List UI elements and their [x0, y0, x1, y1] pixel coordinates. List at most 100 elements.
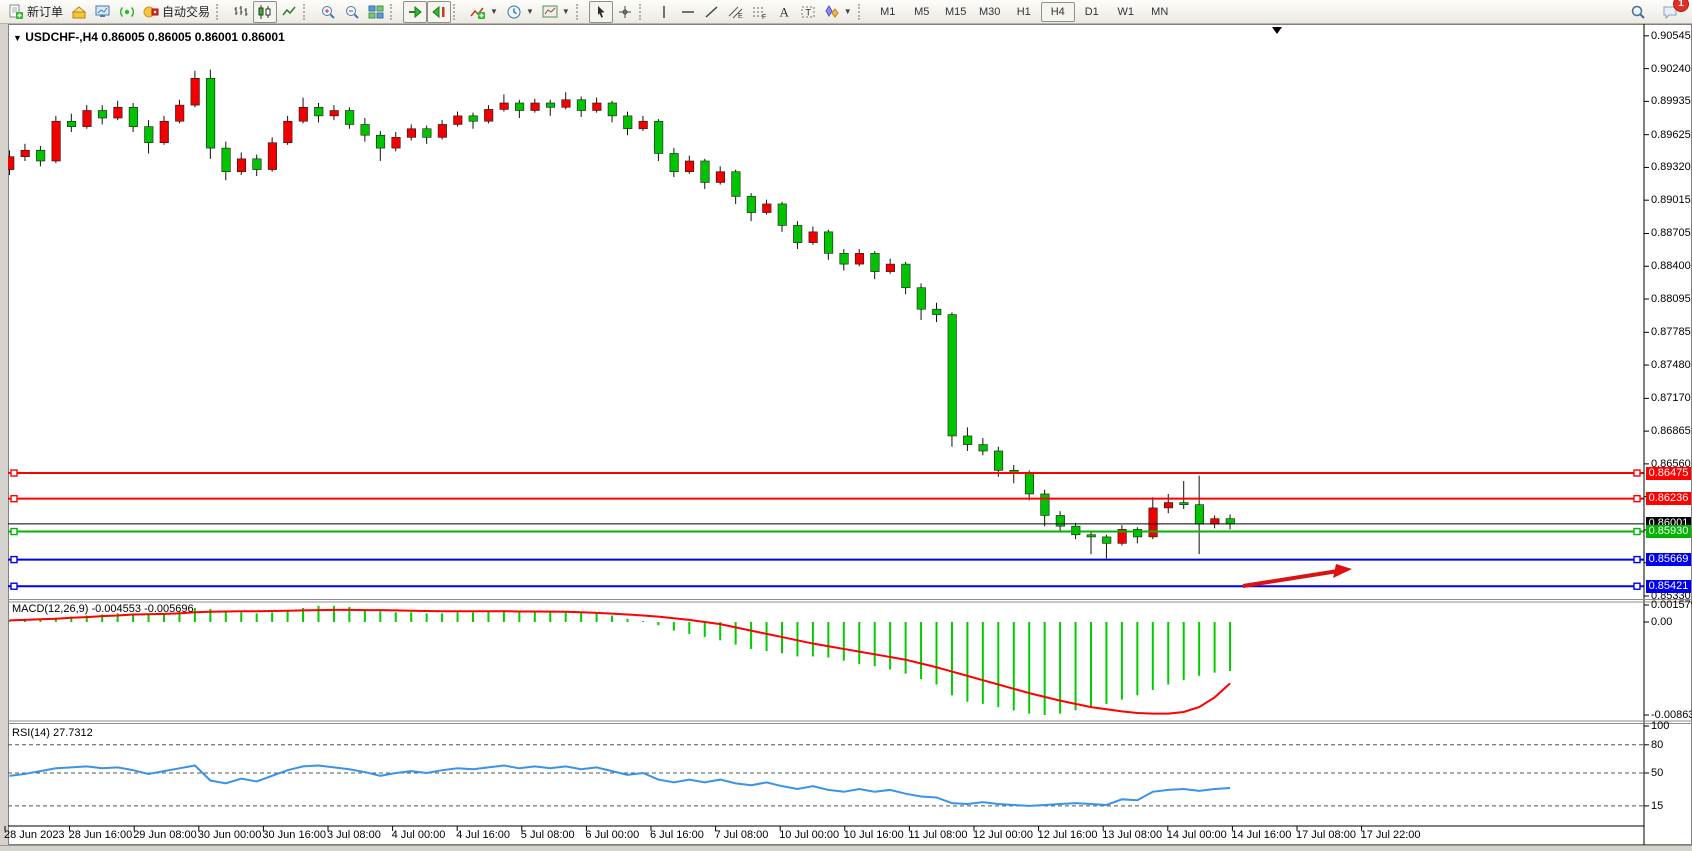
zoom-out-button[interactable] — [340, 1, 364, 23]
candle-body — [793, 225, 803, 243]
auto-scroll-button[interactable] — [403, 0, 428, 23]
line-chart-button[interactable] — [277, 1, 301, 23]
candle-body — [515, 102, 525, 111]
line-handle[interactable] — [1633, 555, 1641, 564]
autotrading-button[interactable]: 自动交易 — [139, 1, 214, 23]
time-axis-label: 13 Jul 08:00 — [1102, 829, 1163, 841]
line-handle[interactable] — [10, 555, 18, 564]
fibonacci-button[interactable]: F — [748, 1, 772, 23]
candlestick-chart-button[interactable] — [253, 0, 278, 23]
dropdown-caret-icon[interactable]: ▼ — [843, 7, 852, 16]
time-axis-label: 30 Jun 00:00 — [197, 829, 262, 841]
candle-body — [623, 115, 633, 130]
time-axis-label: 11 Jul 08:00 — [908, 829, 968, 841]
timeframe-m15-button[interactable]: M15 — [945, 5, 967, 18]
text-label-button[interactable]: T — [796, 1, 820, 23]
price-axis-tick-label: 0.90240 — [1651, 62, 1691, 75]
dropdown-caret-icon[interactable]: ▼ — [525, 7, 534, 16]
dropdown-caret-icon[interactable]: ▼ — [561, 7, 570, 16]
line-handle[interactable] — [10, 469, 18, 477]
line-handle[interactable] — [1633, 582, 1641, 590]
time-axis-label: 28 Jun 16:00 — [68, 829, 133, 841]
price-axis-tick-label: 0.87480 — [1651, 359, 1691, 372]
text-button[interactable]: A — [772, 1, 796, 23]
chart-title-dropdown-icon[interactable]: ▼ — [13, 33, 22, 43]
indicators-button[interactable]: ▼ — [466, 1, 502, 23]
time-axis-label: 6 Jul 00:00 — [585, 829, 640, 841]
candle-body — [1055, 515, 1065, 527]
line-handle[interactable] — [1633, 494, 1641, 503]
candles-icon — [257, 4, 273, 20]
time-axis-label: 29 Jun 08:00 — [133, 829, 197, 841]
line-handle[interactable] — [1633, 469, 1641, 477]
line-handle[interactable] — [10, 582, 18, 590]
bars-icon — [233, 4, 249, 20]
timeframe-h1-button[interactable]: H1 — [1016, 5, 1031, 18]
timeframe-w1-button[interactable]: W1 — [1117, 5, 1134, 18]
zoom-in-button[interactable] — [316, 1, 340, 23]
candle-body — [468, 115, 478, 122]
shapes-button[interactable]: ▼ — [820, 1, 856, 23]
timeframe-d1-button[interactable]: D1 — [1084, 5, 1099, 18]
line-handle[interactable] — [10, 494, 18, 503]
candle-body — [808, 231, 818, 243]
line-price-badge: 0.85669 — [1646, 553, 1691, 567]
cursor-button[interactable] — [588, 0, 613, 23]
candle-body — [1133, 529, 1143, 538]
templates-button[interactable]: ▼ — [538, 1, 574, 23]
svg-text:E: E — [738, 13, 743, 20]
candle-body — [159, 120, 169, 144]
timeframe-h4-button[interactable]: H4 — [1040, 1, 1075, 22]
chart-window — [8, 24, 1692, 845]
candle-body — [715, 171, 726, 183]
new-order-button[interactable]: 新订单 — [4, 1, 67, 23]
candle-body — [190, 77, 200, 106]
equidistant-channel-button[interactable]: E — [724, 1, 748, 23]
crosshair-button[interactable] — [613, 1, 637, 23]
notifications-button[interactable]: 1 — [1658, 0, 1689, 23]
tile-windows-button[interactable] — [364, 1, 388, 23]
package-button[interactable] — [67, 1, 91, 23]
market-watch-button[interactable] — [91, 1, 115, 23]
trendline-button[interactable] — [700, 1, 724, 23]
search-button[interactable] — [1626, 1, 1650, 23]
candle-body — [82, 110, 92, 127]
candle-body — [1117, 529, 1127, 544]
line-handle[interactable] — [10, 527, 18, 536]
chart-shift-button[interactable] — [427, 0, 452, 23]
candle-body — [1102, 536, 1112, 544]
price-axis-tick-label: 0.90545 — [1651, 29, 1691, 42]
bar-chart-button[interactable] — [229, 1, 253, 23]
window-bottom-border — [0, 845, 1692, 851]
candle-body — [746, 196, 756, 213]
price-axis-tick-label: 0.89320 — [1651, 161, 1691, 174]
signals-button[interactable] — [115, 1, 139, 23]
candle-body — [20, 149, 30, 157]
time-axis-label: 4 Jul 00:00 — [391, 829, 446, 841]
vertical-line-button[interactable] — [652, 1, 676, 23]
timeframe-m1-button[interactable]: M1 — [880, 5, 896, 18]
candle-body — [1071, 525, 1081, 536]
chart-shift-marker-icon[interactable] — [1272, 27, 1282, 34]
chart-title-text: USDCHF-,H4 0.86005 0.86005 0.86001 0.860… — [25, 30, 285, 44]
candle-body — [530, 102, 540, 111]
toolbar-group-separator — [857, 3, 867, 20]
timeframe-m30-button[interactable]: M30 — [979, 5, 1001, 18]
time-axis-label: 17 Jul 22:00 — [1360, 829, 1421, 841]
dropdown-caret-icon[interactable]: ▼ — [490, 7, 498, 16]
time-axis-label: 4 Jul 16:00 — [456, 829, 511, 841]
candle-body — [1024, 472, 1034, 495]
trend-arrow-head[interactable] — [1333, 564, 1352, 578]
candle-body — [314, 106, 324, 117]
line-handle[interactable] — [1633, 527, 1641, 536]
horizontal-line-button[interactable] — [676, 1, 700, 23]
timeframe-m5-button[interactable]: M5 — [914, 5, 930, 18]
signal-icon — [119, 4, 135, 20]
trend-arrow-annotation[interactable] — [1242, 569, 1339, 588]
timeframe-mn-button[interactable]: MN — [1151, 5, 1169, 18]
rsi-axis-tick-label: 100 — [1651, 720, 1670, 732]
rsi-line — [9, 764, 1231, 807]
periods-button[interactable]: ▼ — [502, 1, 538, 23]
